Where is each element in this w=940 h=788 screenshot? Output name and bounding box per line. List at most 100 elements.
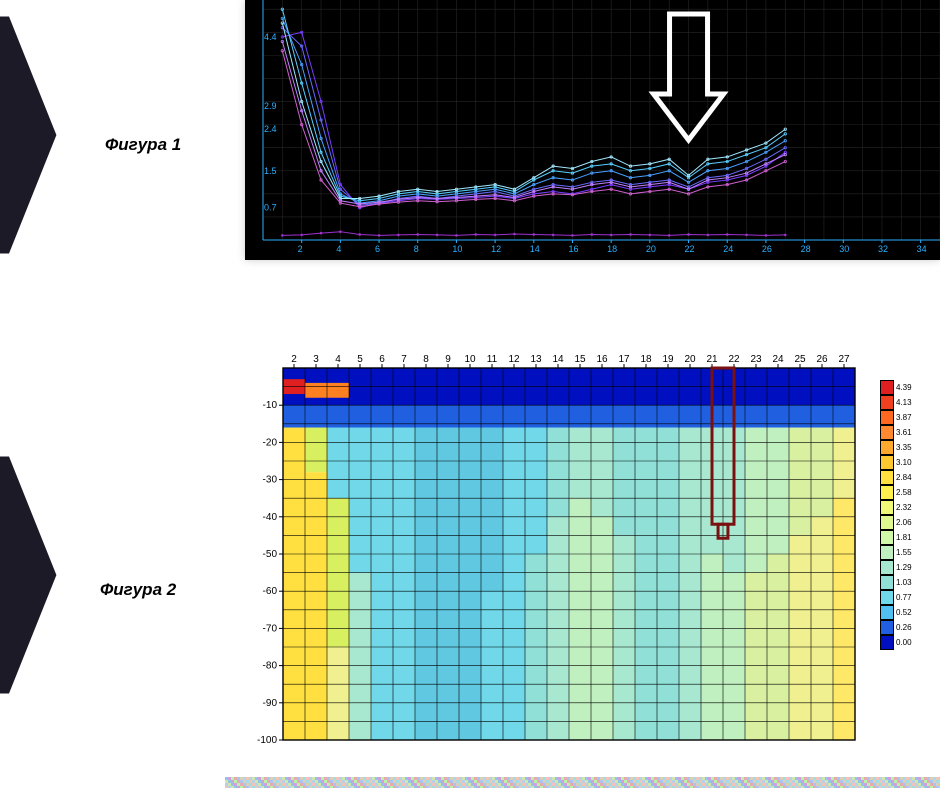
- legend-row: 2.58: [880, 485, 935, 500]
- legend-value: 3.35: [896, 444, 912, 452]
- legend-swatch: [880, 575, 894, 590]
- svg-text:6: 6: [375, 244, 380, 254]
- legend-value: 0.77: [896, 594, 912, 602]
- legend-value: 4.39: [896, 384, 912, 392]
- legend-value: 3.10: [896, 459, 912, 467]
- svg-text:12: 12: [508, 354, 520, 365]
- svg-text:14: 14: [530, 244, 540, 254]
- svg-text:5: 5: [357, 354, 363, 365]
- legend-swatch: [880, 440, 894, 455]
- svg-text:17: 17: [618, 354, 630, 365]
- legend-swatch: [880, 605, 894, 620]
- legend-row: 1.03: [880, 575, 935, 590]
- legend-swatch: [880, 485, 894, 500]
- svg-text:9: 9: [445, 354, 451, 365]
- legend-row: 3.35: [880, 440, 935, 455]
- svg-text:-80: -80: [263, 661, 278, 672]
- svg-text:10: 10: [452, 244, 462, 254]
- legend-row: 1.81: [880, 530, 935, 545]
- legend-row: 0.00: [880, 635, 935, 650]
- svg-text:-70: -70: [263, 623, 278, 634]
- svg-text:-100: -100: [257, 735, 277, 746]
- svg-text:2: 2: [291, 354, 297, 365]
- svg-text:20: 20: [684, 354, 696, 365]
- legend-swatch: [880, 380, 894, 395]
- legend-value: 2.84: [896, 474, 912, 482]
- svg-text:16: 16: [568, 244, 578, 254]
- legend-row: 3.10: [880, 455, 935, 470]
- legend-value: 1.81: [896, 534, 912, 542]
- chart1-line-plot: 0.71.52.42.94.42468101214161820222426283…: [245, 0, 940, 260]
- svg-text:2: 2: [298, 244, 303, 254]
- legend-row: 2.32: [880, 500, 935, 515]
- legend-swatch: [880, 455, 894, 470]
- legend-row: 0.26: [880, 620, 935, 635]
- svg-text:8: 8: [423, 354, 429, 365]
- svg-text:-60: -60: [263, 586, 278, 597]
- svg-text:2.9: 2.9: [264, 101, 277, 111]
- svg-text:-20: -20: [263, 437, 278, 448]
- svg-text:-50: -50: [263, 549, 278, 560]
- legend-value: 0.00: [896, 639, 912, 647]
- legend-swatch: [880, 470, 894, 485]
- svg-text:14: 14: [552, 354, 564, 365]
- page-root: Фигура 1 Фигура 2 0.71.52.42.94.42468101…: [0, 0, 940, 788]
- legend-swatch: [880, 500, 894, 515]
- legend-swatch: [880, 410, 894, 425]
- svg-text:-90: -90: [263, 698, 278, 709]
- svg-text:2.4: 2.4: [264, 124, 277, 134]
- legend-swatch: [880, 425, 894, 440]
- svg-text:13: 13: [530, 354, 542, 365]
- legend-row: 4.13: [880, 395, 935, 410]
- svg-text:8: 8: [414, 244, 419, 254]
- legend-swatch: [880, 560, 894, 575]
- svg-text:23: 23: [750, 354, 762, 365]
- nav-arrow-1: [0, 15, 60, 255]
- legend-swatch: [880, 530, 894, 545]
- legend-value: 3.61: [896, 429, 912, 437]
- svg-text:26: 26: [816, 354, 828, 365]
- svg-text:3: 3: [313, 354, 319, 365]
- legend-row: 2.06: [880, 515, 935, 530]
- svg-text:10: 10: [464, 354, 476, 365]
- chart2-colorbar-legend: 4.39 4.133.87 3.61 3.35 3.10 2.84 2.58 2.32 2.06…: [880, 380, 935, 650]
- svg-text:-30: -30: [263, 475, 278, 486]
- svg-text:-40: -40: [263, 512, 278, 523]
- figure2-label: Фигура 2: [100, 580, 176, 600]
- svg-text:15: 15: [574, 354, 586, 365]
- svg-text:4: 4: [336, 244, 341, 254]
- svg-text:-10: -10: [263, 400, 278, 411]
- svg-text:24: 24: [723, 244, 733, 254]
- svg-text:19: 19: [662, 354, 674, 365]
- noise-strip: [225, 776, 940, 788]
- svg-text:1.5: 1.5: [264, 166, 277, 176]
- svg-text:24: 24: [772, 354, 784, 365]
- legend-swatch: [880, 395, 894, 410]
- legend-row: 0.77: [880, 590, 935, 605]
- svg-text:11: 11: [487, 354, 498, 365]
- svg-text:4: 4: [335, 354, 341, 365]
- legend-row: 3.61: [880, 425, 935, 440]
- legend-row: 4.39: [880, 380, 935, 395]
- svg-text:32: 32: [878, 244, 888, 254]
- legend-row: 3.87: [880, 410, 935, 425]
- svg-text:26: 26: [762, 244, 772, 254]
- legend-value: 0.52: [896, 609, 912, 617]
- svg-text:21: 21: [706, 354, 718, 365]
- legend-value: 2.32: [896, 504, 912, 512]
- svg-text:22: 22: [728, 354, 740, 365]
- svg-text:18: 18: [607, 244, 617, 254]
- svg-text:0.7: 0.7: [264, 203, 277, 213]
- legend-value: 0.26: [896, 624, 912, 632]
- svg-text:28: 28: [801, 244, 811, 254]
- legend-swatch: [880, 545, 894, 560]
- svg-text:4.4: 4.4: [264, 32, 277, 42]
- svg-text:20: 20: [646, 244, 656, 254]
- svg-text:25: 25: [794, 354, 806, 365]
- svg-text:22: 22: [685, 244, 695, 254]
- figure1-label: Фигура 1: [105, 135, 181, 155]
- svg-text:34: 34: [917, 244, 927, 254]
- svg-text:6: 6: [379, 354, 385, 365]
- chart2-heatmap: 2345678910111213141516171819202122232425…: [245, 350, 858, 750]
- svg-text:18: 18: [640, 354, 652, 365]
